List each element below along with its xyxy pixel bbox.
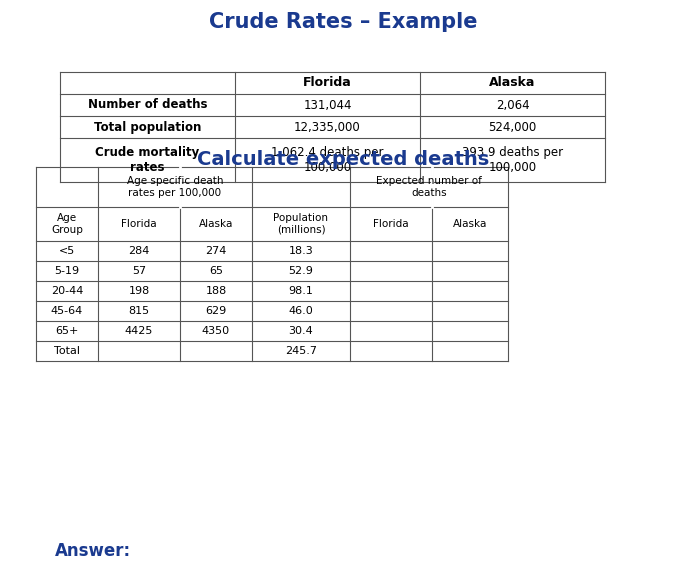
Text: Expected number of
deaths: Expected number of deaths xyxy=(376,176,482,198)
Text: 629: 629 xyxy=(205,306,226,316)
Text: Crude mortality
rates: Crude mortality rates xyxy=(95,146,200,174)
Text: Age
Group: Age Group xyxy=(51,213,83,235)
Text: 20-44: 20-44 xyxy=(51,286,83,296)
Text: <5: <5 xyxy=(59,246,75,256)
Text: 65: 65 xyxy=(209,266,223,276)
Text: Florida: Florida xyxy=(303,76,352,90)
Text: 4425: 4425 xyxy=(125,326,153,336)
Text: 393.9 deaths per
100,000: 393.9 deaths per 100,000 xyxy=(462,146,563,174)
Text: 12,335,000: 12,335,000 xyxy=(294,120,361,133)
Text: Total population: Total population xyxy=(94,120,201,133)
Text: 284: 284 xyxy=(128,246,150,256)
Text: 4350: 4350 xyxy=(202,326,230,336)
Text: Calculate expected deaths: Calculate expected deaths xyxy=(197,150,489,169)
Text: 45-64: 45-64 xyxy=(51,306,83,316)
Text: 98.1: 98.1 xyxy=(289,286,314,296)
Text: Alaska: Alaska xyxy=(199,219,233,229)
Text: 1,062.4 deaths per
100,000: 1,062.4 deaths per 100,000 xyxy=(271,146,383,174)
Text: Florida: Florida xyxy=(121,219,157,229)
Text: 815: 815 xyxy=(128,306,150,316)
Text: 5-19: 5-19 xyxy=(54,266,80,276)
Text: Alaska: Alaska xyxy=(453,219,487,229)
Text: 198: 198 xyxy=(128,286,150,296)
Text: Number of deaths: Number of deaths xyxy=(88,98,207,112)
Text: 30.4: 30.4 xyxy=(289,326,314,336)
Text: 2,064: 2,064 xyxy=(496,98,530,112)
Text: 524,000: 524,000 xyxy=(488,120,536,133)
Text: 57: 57 xyxy=(132,266,146,276)
Text: Total: Total xyxy=(54,346,80,356)
Text: Population
(millions): Population (millions) xyxy=(274,213,329,235)
Text: Florida: Florida xyxy=(373,219,409,229)
Text: Age specific death
rates per 100,000: Age specific death rates per 100,000 xyxy=(127,176,223,198)
Text: 18.3: 18.3 xyxy=(289,246,314,256)
Text: 274: 274 xyxy=(205,246,226,256)
Text: 46.0: 46.0 xyxy=(289,306,314,316)
Text: 65+: 65+ xyxy=(56,326,79,336)
Text: 131,044: 131,044 xyxy=(303,98,352,112)
Text: 188: 188 xyxy=(205,286,226,296)
Text: Answer:: Answer: xyxy=(55,542,131,560)
Text: Alaska: Alaska xyxy=(489,76,536,90)
Text: Crude Rates – Example: Crude Rates – Example xyxy=(209,12,477,32)
Text: 245.7: 245.7 xyxy=(285,346,317,356)
Text: 52.9: 52.9 xyxy=(289,266,314,276)
